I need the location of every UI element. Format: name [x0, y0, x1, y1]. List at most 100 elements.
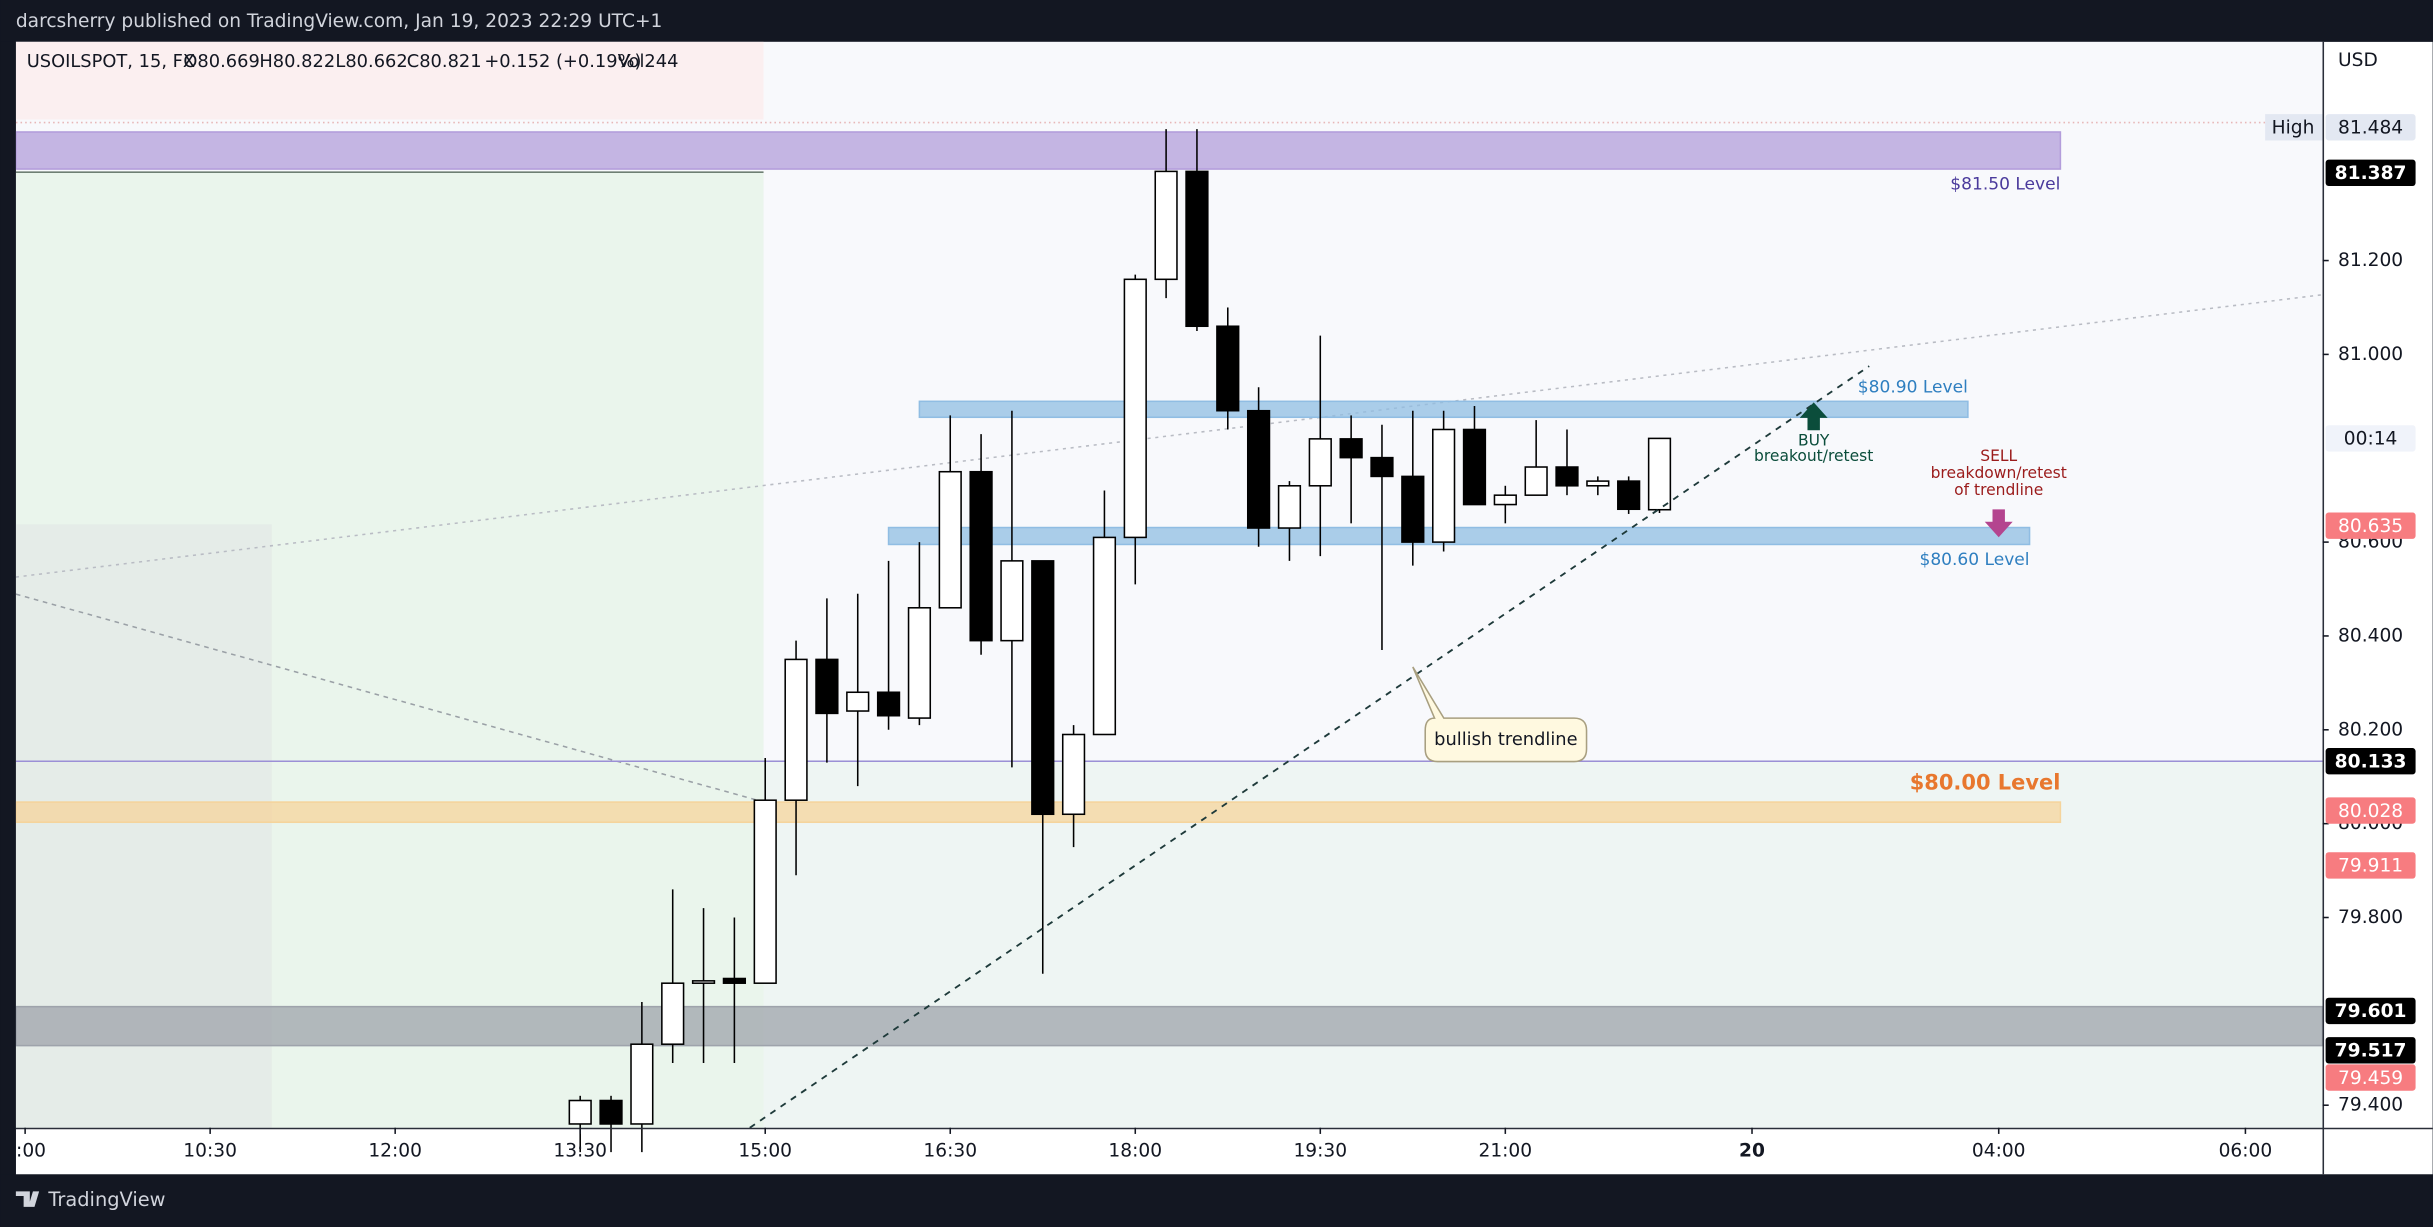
candle-body	[630, 1043, 654, 1125]
candle-body	[969, 470, 993, 642]
zone-label: $81.50 Level	[1950, 175, 2060, 195]
brand: TradingView	[47, 1188, 165, 1211]
price-marker-label: 81.387	[2335, 163, 2407, 184]
candle-body	[846, 691, 870, 712]
x-tick-label: 19:30	[1293, 1140, 1347, 1161]
candle-body	[661, 982, 685, 1045]
candle-body	[938, 470, 962, 609]
y-tick-label: 80.200	[2338, 719, 2403, 740]
ohlc-close: C80.821	[407, 51, 482, 72]
ohlc-low: L80.662	[335, 51, 407, 72]
candle-body	[1432, 428, 1456, 543]
candle-body	[1339, 438, 1363, 459]
candle-body	[1462, 428, 1487, 506]
zone	[887, 526, 2031, 546]
candle-body	[815, 658, 839, 715]
y-tick-label: 79.400	[2338, 1095, 2403, 1116]
zone-label: $80.90 Level	[1858, 377, 1968, 397]
candle-body	[1031, 560, 1055, 816]
legend: USOILSPOT, 15, FX O80.669 H80.822 L80.66…	[27, 51, 679, 72]
price-marker-label: 80.028	[2338, 801, 2403, 822]
candle-body	[1617, 480, 1641, 511]
price-marker	[2325, 852, 2416, 879]
x-tick-label: 15:00	[738, 1140, 792, 1161]
trendline	[749, 365, 1870, 1129]
x-tick-label: 04:00	[1972, 1140, 2026, 1161]
currency: USD	[2338, 50, 2378, 71]
zone	[15, 1005, 2324, 1047]
price-tag-box	[2265, 114, 2323, 141]
y-tick-label: 81.000	[2338, 344, 2403, 365]
candle-body	[1277, 485, 1302, 529]
x-tick-label: 10:30	[183, 1140, 237, 1161]
candle-body	[1216, 325, 1240, 412]
sell-arrow	[1984, 509, 2013, 538]
x-tick-label: 13:30	[553, 1140, 607, 1161]
candle-body	[1092, 536, 1117, 736]
candle-body	[907, 607, 932, 719]
ohlc-high: H80.822	[259, 51, 335, 72]
footer: TradingView	[15, 1188, 166, 1211]
zone	[15, 131, 2062, 170]
price-marker-label: 80.635	[2338, 516, 2403, 537]
buy-text: breakout/retest	[1754, 447, 1873, 465]
sell-text: of trendline	[1954, 481, 2043, 499]
callout-box	[1412, 666, 1588, 763]
price-marker	[2325, 797, 2416, 824]
price-tag: High	[2272, 118, 2315, 139]
price-marker-label: 79.911	[2338, 856, 2403, 877]
overlay: $81.50 Level $80.90 Level $80.60 Level $80.…	[1412, 175, 2067, 794]
sell-text: breakdown/retest	[1931, 464, 2067, 482]
candle-body	[691, 980, 716, 984]
candle-body	[1123, 278, 1147, 539]
candle-body	[1246, 409, 1271, 529]
logo	[15, 1191, 40, 1207]
candle-body	[784, 658, 808, 801]
x-tick-label: 20	[1739, 1140, 1765, 1161]
buy-arrow	[1799, 402, 1828, 431]
position-stop	[15, 41, 764, 120]
aux-line	[15, 593, 764, 803]
price-marker-label: 79.459	[2338, 1068, 2403, 1089]
edge-strip	[0, 41, 16, 1175]
volume: Vol244	[618, 51, 679, 72]
zone-label: $80.00 Level	[1910, 770, 2061, 794]
candle-body	[876, 691, 901, 717]
price-marker-label: 81.484	[2338, 118, 2403, 139]
ohlc-open: O80.669	[183, 51, 259, 72]
candle-body	[1000, 560, 1024, 642]
candle-body	[1401, 475, 1425, 543]
candle-body	[1524, 466, 1548, 496]
candle-body	[1493, 494, 1517, 506]
y-tick-label: 81.200	[2338, 250, 2403, 271]
sell-title: SELL	[1980, 447, 2017, 465]
price-marker	[2325, 425, 2416, 452]
x-tick-label: 21:00	[1478, 1140, 1532, 1161]
price-marker	[2325, 1064, 2416, 1091]
price-marker-label: 79.601	[2335, 1001, 2407, 1022]
y-tick-label: 80.400	[2338, 625, 2403, 646]
candle-body	[1185, 170, 1209, 328]
plot	[15, 129, 2324, 1153]
zone-label: $80.60 Level	[1919, 550, 2029, 570]
candle-body	[1586, 480, 1610, 487]
callout-label: bullish trendline	[1434, 729, 1577, 750]
price-marker	[2325, 512, 2416, 539]
x-tick-label: 06:00	[2219, 1140, 2273, 1161]
price-marker	[2325, 1037, 2416, 1064]
candle-body	[722, 977, 747, 984]
candle-body	[1555, 466, 1579, 487]
publisher: darcsherry published on TradingView.com,…	[16, 11, 663, 32]
price-marker	[2325, 997, 2416, 1025]
candle-body	[599, 1099, 623, 1125]
x-tick-label: 12:00	[368, 1140, 422, 1161]
change: +0.152 (+0.19%)	[484, 51, 641, 72]
price-marker	[2325, 748, 2416, 775]
candle-body	[1308, 438, 1332, 487]
symbol: USOILSPOT, 15, FX	[27, 51, 195, 72]
candle-body	[1154, 170, 1178, 281]
buy-title: BUY	[1798, 432, 1830, 450]
price-marker-label: 79.517	[2335, 1041, 2407, 1062]
